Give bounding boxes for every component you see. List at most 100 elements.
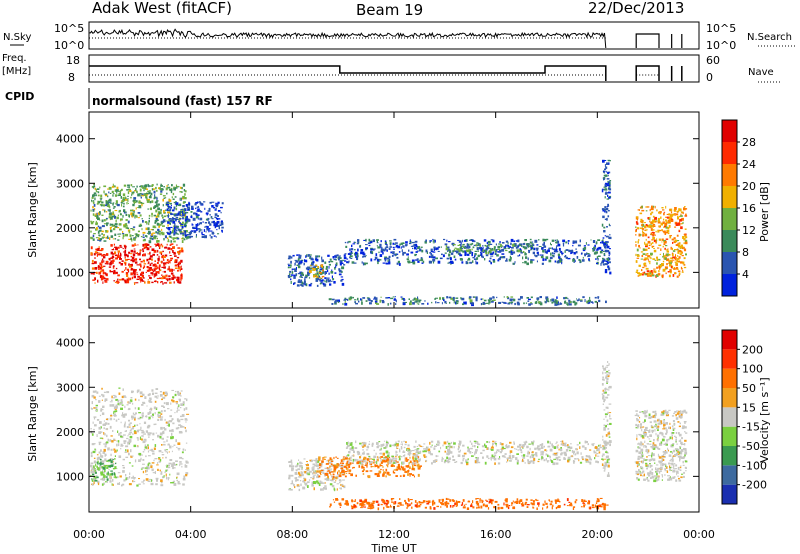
velocity-scatter-cell	[163, 397, 165, 399]
velocity-scatter-cell	[344, 475, 347, 478]
velocity-scatter-cell	[474, 445, 476, 448]
power-scatter-cell	[212, 220, 215, 224]
power-scatter-cell	[106, 263, 109, 265]
power-scatter-cell	[385, 243, 387, 245]
power-scatter-cell	[117, 252, 119, 256]
velocity-scatter-cell	[382, 473, 385, 475]
velocity-scatter-cell	[156, 479, 158, 482]
power-scatter-cell	[409, 302, 412, 306]
power-scatter-cell	[666, 258, 669, 262]
velocity-scatter-cell	[346, 444, 350, 447]
power-scatter-cell	[394, 254, 396, 257]
power-scatter-cell	[607, 171, 610, 174]
power-scatter-cell	[357, 248, 359, 252]
power-scatter-cell	[94, 267, 98, 270]
velocity-scatter-cell	[500, 448, 503, 450]
power-scatter-cell	[466, 244, 469, 248]
power-scatter-cell	[443, 238, 446, 241]
power-scatter-cell	[124, 256, 126, 259]
velocity-scatter-cell	[362, 449, 364, 451]
power-scatter-cell	[170, 206, 172, 209]
power-scatter-cell	[482, 301, 485, 305]
velocity-scatter-cell	[319, 480, 322, 484]
power-scatter-cell	[125, 267, 127, 270]
power-scatter-cell	[339, 260, 342, 263]
power-scatter-cell	[160, 281, 163, 283]
power-scatter-cell	[580, 261, 582, 263]
power-scatter-cell	[163, 186, 165, 188]
power-scatter-cell	[322, 271, 325, 273]
velocity-scatter-cell	[409, 466, 411, 469]
velocity-scatter-cell	[163, 475, 165, 478]
velocity-scatter-cell	[102, 405, 105, 408]
velocity-scatter-cell	[91, 478, 93, 481]
power-scatter-cell	[568, 299, 571, 302]
velocity-scatter-cell	[442, 444, 444, 447]
power-scatter-cell	[451, 242, 454, 245]
power-scatter-cell	[379, 254, 383, 257]
velocity-scatter-cell	[115, 404, 118, 407]
power-scatter-cell	[398, 251, 401, 253]
power-scatter-cell	[196, 206, 200, 208]
power-scatter-cell	[354, 301, 356, 303]
power-scatter-cell	[433, 246, 436, 249]
velocity-scatter-cell	[92, 473, 95, 476]
power-scatter-cell	[142, 231, 146, 234]
power-scatter-cell	[362, 297, 366, 299]
power-scatter-cell	[636, 217, 638, 221]
power-scatter-cell	[118, 235, 121, 237]
power-scatter-cell	[584, 299, 586, 303]
velocity-scatter-cell	[348, 459, 351, 461]
velocity-scatter-cell	[543, 459, 546, 462]
power-scatter-cell	[183, 238, 186, 241]
velocity-scatter-cell	[323, 458, 326, 460]
power-scatter-cell	[680, 266, 683, 270]
power-scatter-cell	[114, 189, 116, 192]
velocity-scatter-cell	[396, 447, 399, 449]
power-scatter-cell	[588, 258, 590, 261]
velocity-scatter-cell	[183, 408, 186, 411]
velocity-scatter-cell	[178, 398, 181, 402]
power-scatter-cell	[139, 251, 141, 255]
power-scatter-cell	[567, 242, 569, 245]
velocity-scatter-cell	[541, 443, 544, 446]
velocity-scatter-cell	[527, 452, 530, 455]
power-scatter-cell	[207, 210, 211, 212]
power-scatter-cell	[405, 241, 408, 244]
velocity-scatter-cell	[345, 457, 348, 460]
velocity-scatter-cell	[123, 425, 126, 428]
power-scatter-cell	[296, 254, 298, 256]
power-scatter-cell	[576, 256, 579, 259]
velocity-scatter-cell	[147, 394, 150, 397]
power-scatter-cell	[542, 243, 545, 246]
velocity-scatter-cell	[295, 469, 298, 471]
velocity-scatter-cell	[172, 396, 175, 399]
velocity-scatter-cell	[146, 469, 148, 472]
power-scatter-cell	[652, 229, 655, 231]
velocity-scatter-cell	[298, 471, 300, 475]
velocity-scatter-cell	[445, 446, 448, 449]
power-scatter-cell	[321, 256, 323, 260]
velocity-scatter-cell	[132, 412, 135, 415]
power-scatter-cell	[411, 259, 415, 263]
power-scatter-cell	[299, 276, 302, 278]
power-scatter-cell	[590, 301, 594, 303]
velocity-scatter-cell	[128, 401, 131, 404]
power-scatter-cell	[326, 269, 329, 273]
power-scatter-cell	[308, 269, 312, 271]
power-scatter-cell	[178, 252, 181, 255]
power-scatter-cell	[652, 220, 656, 223]
power-scatter-cell	[599, 250, 603, 254]
velocity-scatter-cell	[567, 456, 571, 460]
power-scatter-cell	[426, 251, 428, 254]
velocity-scatter-cell	[104, 445, 107, 448]
power-scatter-cell	[514, 302, 516, 306]
power-scatter-cell	[307, 271, 310, 275]
power-scatter-cell	[133, 250, 136, 253]
power-scatter-cell	[494, 246, 496, 248]
power-scatter-cell	[505, 240, 509, 243]
velocity-scatter-cell	[424, 450, 427, 453]
power-scatter-cell	[680, 226, 683, 230]
velocity-scatter-cell	[564, 453, 567, 457]
power-scatter-cell	[603, 174, 606, 177]
